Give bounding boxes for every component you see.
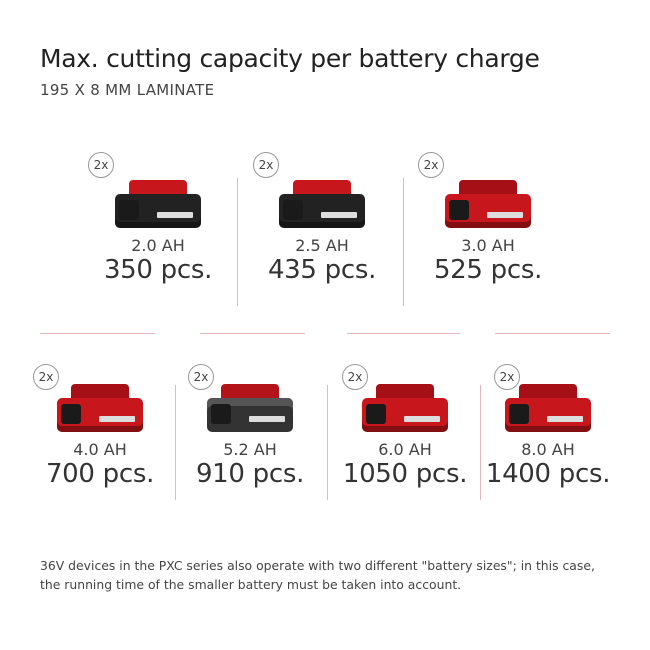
page-title: Max. cutting capacity per battery charge <box>40 44 540 73</box>
pieces-count: 435 pcs. <box>267 255 377 285</box>
battery-item: 6.0 AH 1050 pcs. <box>330 380 480 489</box>
divider <box>237 178 238 306</box>
battery-capacity: 4.0 AH <box>73 440 127 459</box>
battery-capacity: 5.2 AH <box>223 440 277 459</box>
battery-capacity: 3.0 AH <box>461 236 515 255</box>
divider <box>175 385 176 500</box>
battery-item: 2.0 AH 350 pcs. <box>83 176 233 285</box>
battery-icon <box>505 380 591 432</box>
quantity-badge: 2x <box>342 364 368 390</box>
battery-capacity: 8.0 AH <box>521 440 575 459</box>
divider <box>403 178 404 306</box>
battery-item: 8.0 AH 1400 pcs. <box>473 380 623 489</box>
battery-item: 4.0 AH 700 pcs. <box>25 380 175 489</box>
quantity-badge: 2x <box>418 152 444 178</box>
battery-icon <box>115 176 201 228</box>
pieces-count: 700 pcs. <box>45 459 155 489</box>
battery-capacity: 2.0 AH <box>131 236 185 255</box>
battery-item: 5.2 AH 910 pcs. <box>175 380 325 489</box>
quantity-badge: 2x <box>33 364 59 390</box>
divider <box>40 333 155 334</box>
divider <box>480 385 481 500</box>
battery-capacity: 6.0 AH <box>378 440 432 459</box>
pieces-count: 525 pcs. <box>433 255 543 285</box>
quantity-badge: 2x <box>253 152 279 178</box>
battery-icon <box>207 380 293 432</box>
pieces-count: 910 pcs. <box>195 459 305 489</box>
battery-icon <box>57 380 143 432</box>
quantity-badge: 2x <box>88 152 114 178</box>
battery-icon <box>279 176 365 228</box>
battery-icon <box>362 380 448 432</box>
footnote: 36V devices in the PXC series also opera… <box>40 558 595 592</box>
divider <box>327 385 328 500</box>
divider <box>200 333 305 334</box>
pieces-count: 350 pcs. <box>103 255 213 285</box>
battery-capacity: 2.5 AH <box>295 236 349 255</box>
battery-icon <box>445 176 531 228</box>
pieces-count: 1400 pcs. <box>485 459 611 489</box>
quantity-badge: 2x <box>494 364 520 390</box>
divider <box>347 333 460 334</box>
divider <box>495 333 610 334</box>
battery-item: 2.5 AH 435 pcs. <box>247 176 397 285</box>
pieces-count: 1050 pcs. <box>342 459 468 489</box>
battery-item: 3.0 AH 525 pcs. <box>413 176 563 285</box>
quantity-badge: 2x <box>188 364 214 390</box>
subtitle: 195 X 8 MM LAMINATE <box>40 81 215 99</box>
